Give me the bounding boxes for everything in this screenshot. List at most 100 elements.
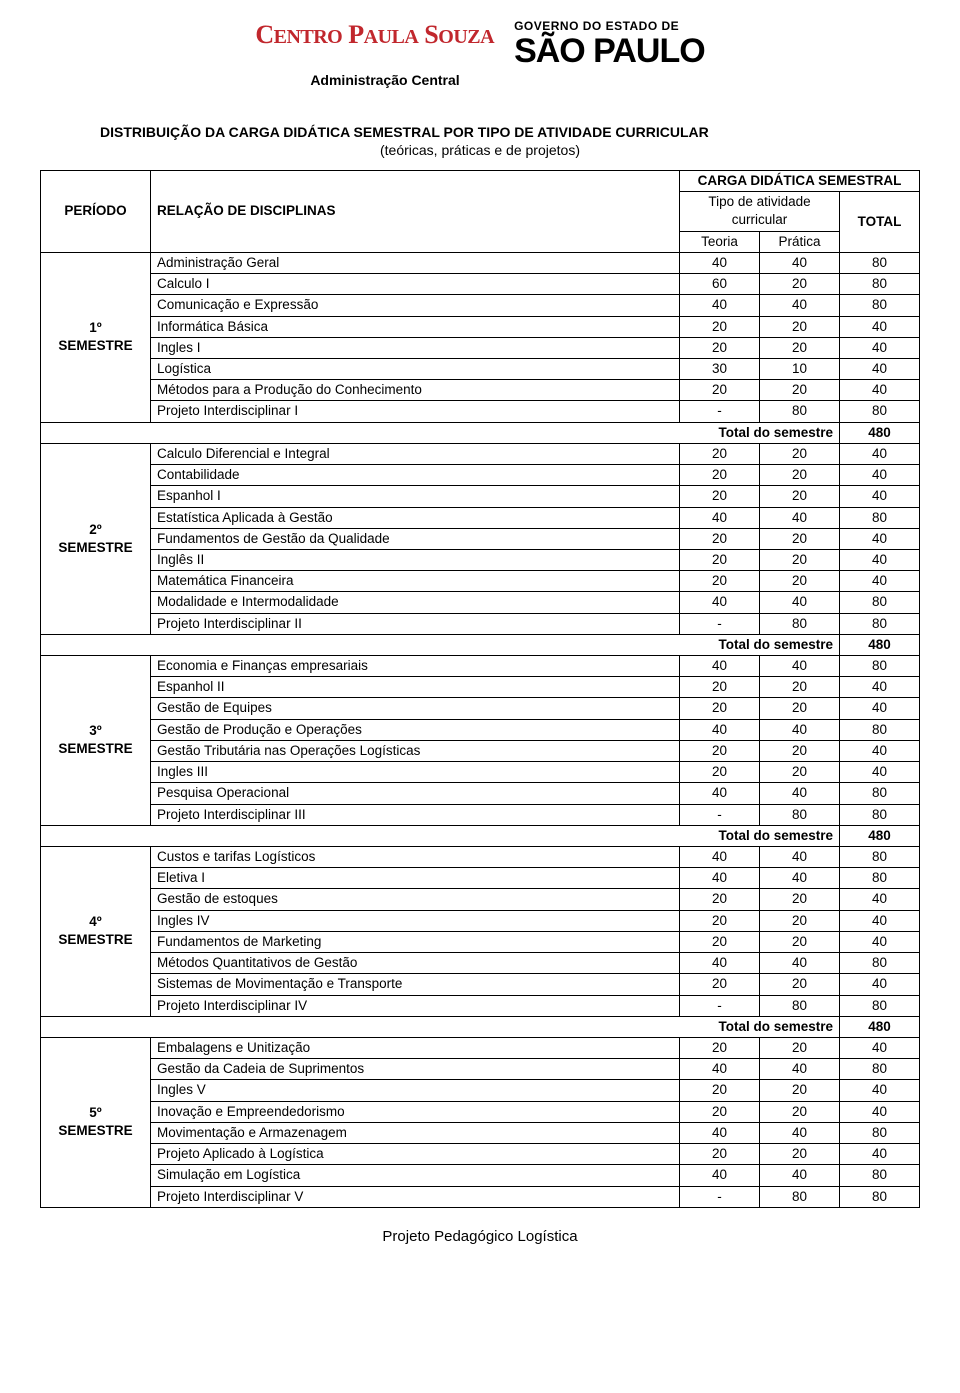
value-cell: 40: [680, 1122, 760, 1143]
value-cell: 40: [840, 443, 920, 464]
discipline-cell: Administração Geral: [151, 252, 680, 273]
value-cell: 40: [840, 740, 920, 761]
discipline-cell: Projeto Interdisciplinar IV: [151, 995, 680, 1016]
table-row: Estatística Aplicada à Gestão404080: [41, 507, 920, 528]
value-cell: 40: [840, 380, 920, 401]
value-cell: -: [680, 401, 760, 422]
value-cell: 20: [680, 549, 760, 570]
value-cell: 40: [840, 974, 920, 995]
value-cell: 30: [680, 358, 760, 379]
value-cell: 20: [680, 931, 760, 952]
discipline-cell: Economia e Finanças empresariais: [151, 656, 680, 677]
value-cell: 20: [680, 528, 760, 549]
discipline-cell: Eletiva I: [151, 868, 680, 889]
table-row: Espanhol I202040: [41, 486, 920, 507]
table-row: Gestão Tributária nas Operações Logístic…: [41, 740, 920, 761]
value-cell: 40: [760, 783, 840, 804]
value-cell: 80: [840, 274, 920, 295]
value-cell: 20: [680, 486, 760, 507]
total-row: Total do semestre480: [41, 634, 920, 655]
value-cell: 20: [680, 740, 760, 761]
logo-sao-paulo: GOVERNO DO ESTADO DE SÃO PAULO: [514, 20, 705, 68]
value-cell: 40: [760, 656, 840, 677]
value-cell: 20: [680, 1144, 760, 1165]
value-cell: 40: [680, 656, 760, 677]
total-row: Total do semestre480: [41, 1016, 920, 1037]
value-cell: 20: [760, 316, 840, 337]
logo-centro-paula-souza: CENTRO PAULA SOUZA: [255, 20, 494, 50]
discipline-cell: Projeto Interdisciplinar I: [151, 401, 680, 422]
value-cell: 80: [760, 613, 840, 634]
discipline-cell: Projeto Interdisciplinar II: [151, 613, 680, 634]
total-value: 480: [840, 1016, 920, 1037]
value-cell: 40: [680, 1165, 760, 1186]
logo-sp-bottom: SÃO PAULO: [514, 34, 705, 68]
value-cell: 20: [760, 1080, 840, 1101]
value-cell: 40: [840, 762, 920, 783]
table-row: Gestão da Cadeia de Suprimentos404080: [41, 1059, 920, 1080]
discipline-cell: Pesquisa Operacional: [151, 783, 680, 804]
value-cell: -: [680, 613, 760, 634]
value-cell: 40: [680, 295, 760, 316]
discipline-cell: Sistemas de Movimentação e Transporte: [151, 974, 680, 995]
value-cell: 40: [680, 252, 760, 273]
col-tipo: Tipo de atividade curricular: [680, 192, 840, 231]
table-row: 5ºSEMESTREEmbalagens e Unitização202040: [41, 1037, 920, 1058]
table-row: 3ºSEMESTREEconomia e Finanças empresaria…: [41, 656, 920, 677]
value-cell: 80: [760, 401, 840, 422]
value-cell: 80: [760, 995, 840, 1016]
value-cell: 20: [680, 974, 760, 995]
value-cell: 20: [760, 465, 840, 486]
periodo-cell: 4ºSEMESTRE: [41, 847, 151, 1017]
total-value: 480: [840, 634, 920, 655]
value-cell: 40: [680, 847, 760, 868]
value-cell: 20: [760, 337, 840, 358]
table-row: Informática Básica202040: [41, 316, 920, 337]
logo-sp-top: GOVERNO DO ESTADO DE: [514, 20, 679, 32]
table-row: Projeto Interdisciplinar V-8080: [41, 1186, 920, 1207]
value-cell: 20: [680, 465, 760, 486]
value-cell: 20: [760, 571, 840, 592]
discipline-cell: Espanhol I: [151, 486, 680, 507]
discipline-cell: Calculo Diferencial e Integral: [151, 443, 680, 464]
table-row: Calculo I602080: [41, 274, 920, 295]
value-cell: 40: [760, 847, 840, 868]
value-cell: 80: [840, 847, 920, 868]
value-cell: 20: [680, 1080, 760, 1101]
value-cell: 40: [760, 1059, 840, 1080]
table-row: Contabilidade202040: [41, 465, 920, 486]
discipline-cell: Gestão de estoques: [151, 889, 680, 910]
table-row: Projeto Aplicado à Logística202040: [41, 1144, 920, 1165]
table-row: Projeto Interdisciplinar II-8080: [41, 613, 920, 634]
value-cell: 60: [680, 274, 760, 295]
value-cell: 40: [760, 295, 840, 316]
value-cell: 40: [840, 1037, 920, 1058]
col-relacao: RELAÇÃO DE DISCIPLINAS: [151, 171, 680, 253]
value-cell: 20: [760, 1144, 840, 1165]
value-cell: 40: [760, 592, 840, 613]
value-cell: 40: [840, 337, 920, 358]
discipline-cell: Ingles IV: [151, 910, 680, 931]
value-cell: 40: [680, 1059, 760, 1080]
value-cell: 40: [840, 549, 920, 570]
value-cell: 40: [840, 1080, 920, 1101]
discipline-cell: Fundamentos de Marketing: [151, 931, 680, 952]
table-row: Projeto Interdisciplinar I-8080: [41, 401, 920, 422]
value-cell: 80: [840, 295, 920, 316]
discipline-cell: Ingles V: [151, 1080, 680, 1101]
value-cell: 40: [840, 316, 920, 337]
table-row: Ingles I202040: [41, 337, 920, 358]
discipline-cell: Inglês II: [151, 549, 680, 570]
value-cell: 80: [840, 783, 920, 804]
value-cell: 40: [760, 252, 840, 273]
table-row: Inglês II202040: [41, 549, 920, 570]
total-value: 480: [840, 422, 920, 443]
value-cell: 40: [840, 486, 920, 507]
value-cell: 80: [840, 252, 920, 273]
value-cell: 20: [680, 762, 760, 783]
total-label: Total do semestre: [41, 634, 840, 655]
value-cell: 20: [760, 889, 840, 910]
table-row: Gestão de Produção e Operações404080: [41, 719, 920, 740]
document-title: DISTRIBUIÇÃO DA CARGA DIDÁTICA SEMESTRAL…: [100, 124, 920, 140]
discipline-cell: Gestão de Produção e Operações: [151, 719, 680, 740]
